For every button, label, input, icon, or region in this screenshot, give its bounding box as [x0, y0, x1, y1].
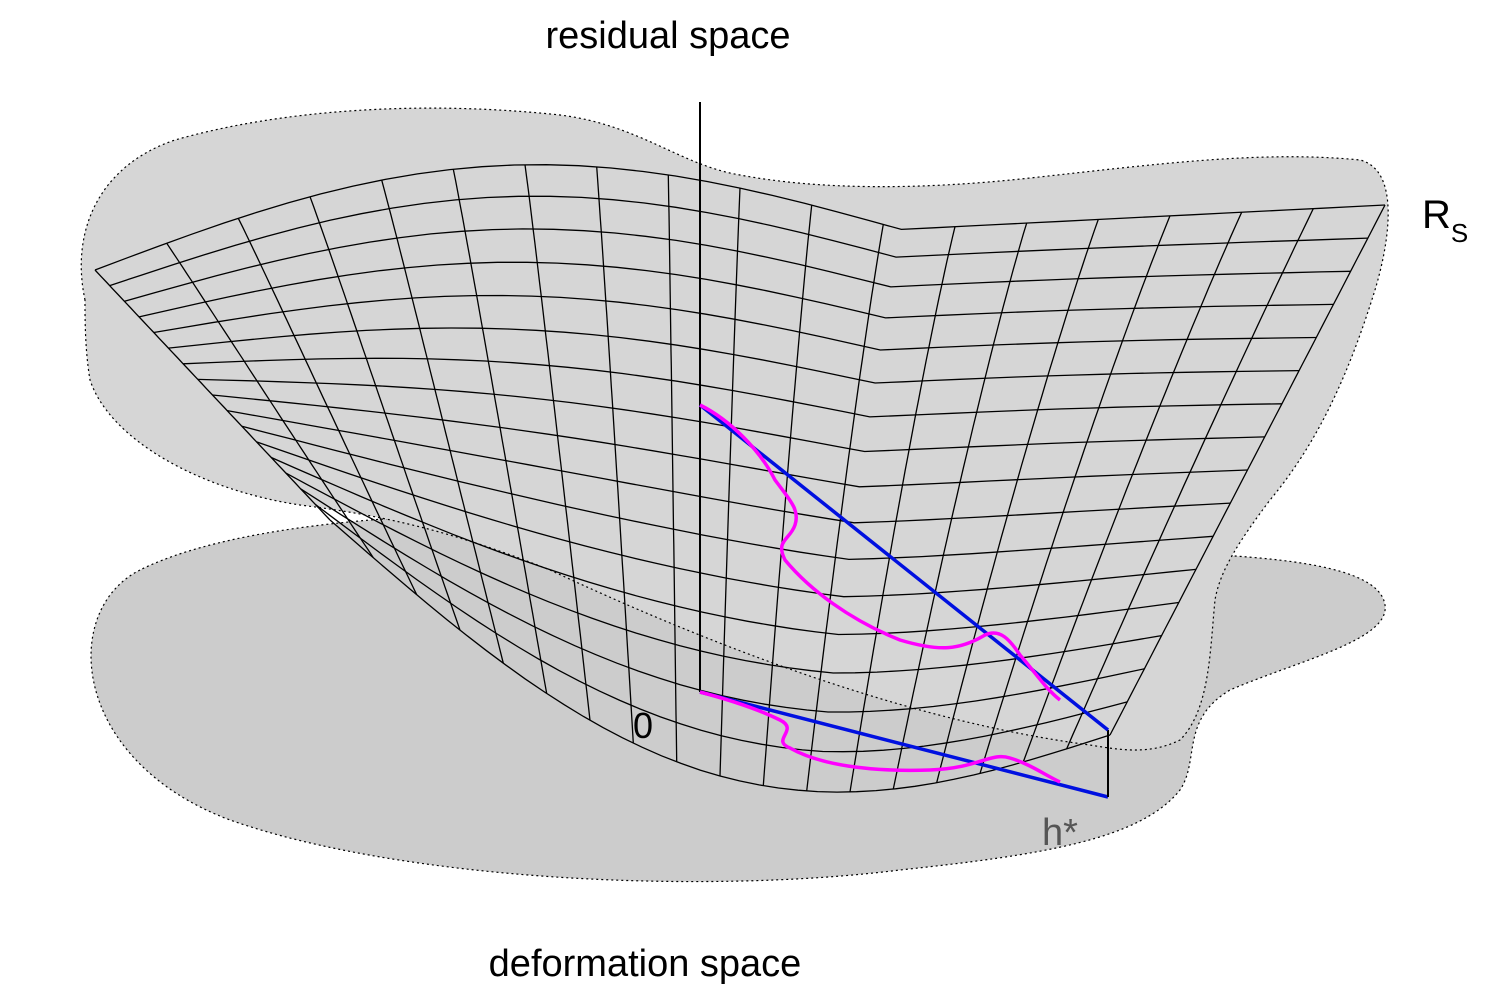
mesh-line: [138, 261, 1334, 319]
deformation-space-label: deformation space: [489, 943, 802, 985]
surface-iterative-path: [699, 403, 1062, 702]
optimum-label: h*: [1042, 812, 1078, 854]
projected-iterative-path: [699, 690, 1061, 784]
surface-label: RS: [1422, 193, 1468, 248]
residual-space-label: residual space: [545, 15, 790, 57]
mesh-line: [256, 441, 1196, 598]
mesh-line: [109, 195, 1368, 287]
mesh-line: [212, 394, 1248, 488]
mesh-line: [124, 228, 1351, 302]
mesh-line: [183, 357, 1282, 418]
mesh-line: [314, 503, 1128, 753]
mesh-line: [168, 327, 1300, 384]
surface-label-subscript: S: [1451, 218, 1468, 248]
surface-direct-path: [698, 403, 1110, 732]
mesh-line: [227, 409, 1231, 524]
mesh-line: [329, 519, 1111, 793]
residual-surface-mesh: [94, 164, 1386, 793]
mesh-line: [153, 294, 1317, 351]
surface-label-main: R: [1422, 193, 1451, 237]
mesh-line: [241, 425, 1214, 561]
mesh-line: [271, 456, 1179, 636]
projected-direct-path: [699, 690, 1109, 799]
mesh-line: [94, 164, 1386, 271]
mesh-line: [285, 472, 1162, 674]
origin-label: 0: [633, 705, 653, 746]
mesh-line: [300, 488, 1145, 713]
